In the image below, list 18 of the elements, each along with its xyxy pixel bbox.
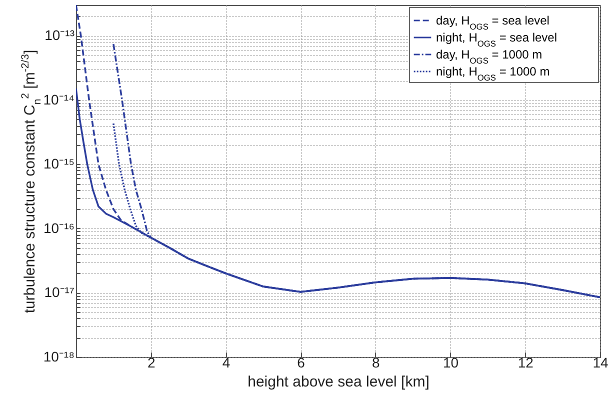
y-tick-label: 10⁻¹³ bbox=[44, 27, 75, 44]
y-tick-label: 10⁻¹⁴ bbox=[43, 91, 74, 108]
x-tick-label: 14 bbox=[592, 354, 608, 370]
y-tick-label: 10⁻¹⁶ bbox=[44, 220, 74, 236]
legend-label: day, H$_{OGS}$ = 1000 m bbox=[436, 48, 542, 66]
legend-label: night, H$_{OGS}$ = 1000 m bbox=[436, 64, 550, 82]
x-tick-label: 10 bbox=[442, 354, 459, 370]
legend-label: night, H$_{OGS}$ = sea level bbox=[436, 30, 558, 48]
x-axis-title: height above sea level [km] bbox=[248, 374, 430, 390]
legend-label: day, H$_{OGS}$ = sea level bbox=[436, 14, 550, 32]
x-tick-label: 8 bbox=[372, 354, 380, 370]
y-tick-label: 10⁻¹⁵ bbox=[43, 156, 74, 172]
y-tick-label: 10⁻¹⁸ bbox=[43, 348, 75, 364]
x-tick-label: 2 bbox=[147, 354, 156, 370]
x-tick-label: 12 bbox=[518, 354, 534, 370]
x-tick-label: 4 bbox=[222, 354, 230, 370]
y-tick-label: 10⁻¹⁷ bbox=[44, 284, 74, 300]
x-tick-label: 6 bbox=[297, 354, 306, 370]
